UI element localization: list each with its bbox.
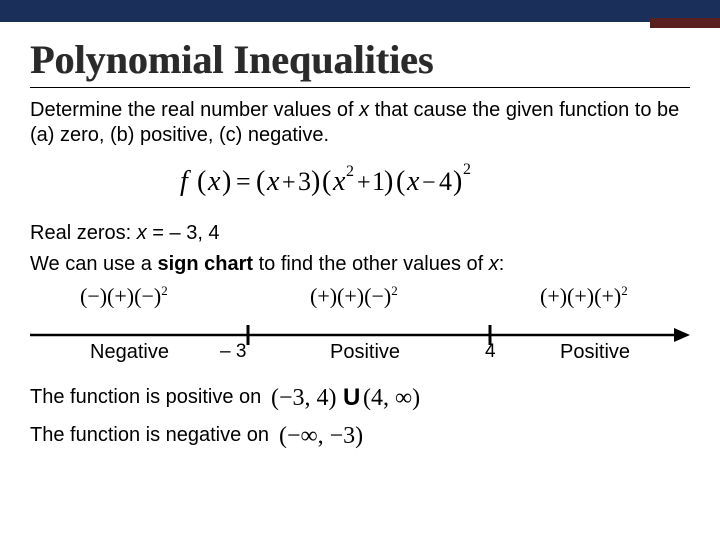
svg-text:U: U [343,384,360,411]
signchart-bold: sign chart [157,253,253,275]
prompt-part-1: Determine the real number values of [30,99,359,121]
sign-expr-left-text: (−)(+)(−) [80,283,161,308]
svg-text:(4, ∞): (4, ∞) [363,385,420,411]
svg-text:x: x [266,166,280,197]
svg-text:f: f [180,166,191,197]
svg-text:x: x [207,166,221,197]
svg-text:(: ( [322,166,331,197]
svg-text:(: ( [396,166,405,197]
sign-label-mid: Positive [330,341,400,364]
prompt-text: Determine the real number values of x th… [30,98,690,148]
slide-content: Polynomial Inequalities Determine the re… [0,28,720,451]
svg-text:(−∞, −3): (−∞, −3) [279,423,363,449]
header-bar-navy [0,0,720,22]
svg-text:): ) [453,166,462,197]
sign-expr-right-exp: 2 [621,283,628,298]
svg-text:(−3, 4): (−3, 4) [271,385,337,411]
svg-text:+: + [282,170,296,196]
zeros-values: = – 3, 4 [147,222,220,244]
sign-expr-left-exp: 2 [161,283,168,298]
title-underline [30,87,690,88]
slide-title: Polynomial Inequalities [30,36,690,83]
svg-text:x: x [332,166,346,197]
sign-expr-right: (+)(+)(+)2 [540,283,628,309]
sign-expr-mid-exp: 2 [391,283,398,298]
sign-label-left: Negative [90,341,169,364]
interval-positive: (−3, 4) U (4, ∞) [271,381,441,413]
svg-text:−: − [422,170,436,196]
signchart-intro: We can use a sign chart to find the othe… [30,252,690,277]
sign-expr-mid: (+)(+)(−)2 [310,283,398,309]
sign-expr-mid-text: (+)(+)(−) [310,283,391,308]
signchart-colon: : [499,253,505,275]
result-negative-row: The function is negative on (−∞, −3) [30,419,690,451]
svg-text:(: ( [256,166,265,197]
svg-text:+: + [357,170,371,196]
svg-text:(: ( [197,166,206,197]
svg-text:): ) [384,166,393,197]
svg-text:): ) [222,166,231,197]
result-positive-row: The function is positive on (−3, 4) U (4… [30,381,690,413]
svg-text:=: = [236,167,251,196]
signchart-x: x [489,253,499,275]
svg-text:): ) [311,166,320,197]
header-bar-red [650,18,720,28]
result-positive-text: The function is positive on [30,385,261,410]
result-negative-text: The function is negative on [30,423,269,448]
svg-text:2: 2 [346,163,354,180]
signchart-intro-b: to find the other values of [253,253,489,275]
real-zeros-line: Real zeros: x = – 3, 4 [30,221,690,246]
svg-text:3: 3 [298,167,311,196]
sign-label-right: Positive [560,341,630,364]
header-bar [0,0,720,28]
zeros-var: x [137,222,147,244]
tick-label-1: – 3 [220,341,246,363]
prompt-x: x [359,99,369,121]
interval-negative: (−∞, −3) [279,419,399,451]
tick-label-2: 4 [485,341,496,363]
svg-text:x: x [406,166,420,197]
sign-expr-left: (−)(+)(−)2 [80,283,168,309]
zeros-label: Real zeros: [30,222,137,244]
main-formula: f ( x ) = ( x + 3 ) ( x 2 + 1 ) ( x − 4 … [30,160,690,207]
sign-expr-right-text: (+)(+)(+) [540,283,621,308]
signchart-intro-a: We can use a [30,253,157,275]
sign-chart: (−)(+)(−)2 (+)(+)(−)2 (+)(+)(+)2 Negativ… [30,283,690,373]
svg-text:2: 2 [463,161,471,178]
svg-text:4: 4 [439,167,452,196]
